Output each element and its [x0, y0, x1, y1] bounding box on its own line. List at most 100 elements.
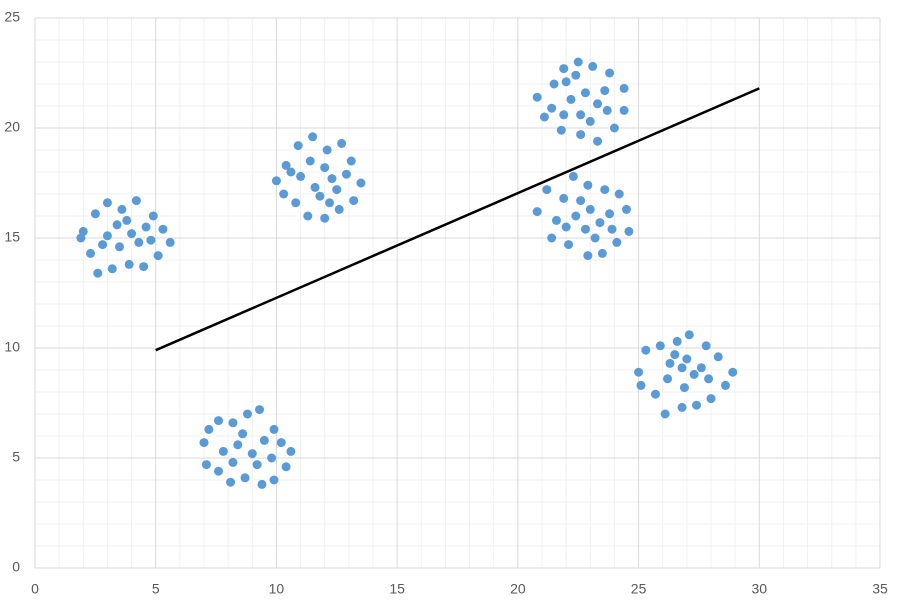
point [102, 198, 112, 208]
x-tick-label: 15 [389, 581, 405, 597]
point [337, 138, 347, 148]
point [566, 94, 576, 104]
point [124, 259, 134, 269]
point [585, 204, 595, 214]
point [131, 196, 141, 206]
point [692, 400, 702, 410]
point [556, 125, 566, 135]
point [286, 446, 296, 456]
point [213, 416, 223, 426]
point [568, 171, 578, 181]
point [213, 466, 223, 476]
point [593, 136, 603, 146]
point [660, 409, 670, 419]
point [90, 209, 100, 219]
point [576, 130, 586, 140]
point [269, 424, 279, 434]
point [542, 185, 552, 195]
point [559, 193, 569, 203]
point [636, 380, 646, 390]
point [689, 369, 699, 379]
point [102, 231, 112, 241]
point [255, 405, 265, 415]
y-tick-label: 0 [12, 559, 20, 575]
y-tick-label: 15 [4, 229, 20, 245]
point [276, 438, 286, 448]
point [532, 207, 542, 217]
point [561, 77, 571, 87]
point [117, 204, 127, 214]
point [701, 341, 711, 351]
point [204, 424, 214, 434]
point [127, 229, 137, 239]
point [252, 460, 262, 470]
point [334, 204, 344, 214]
point [561, 222, 571, 232]
x-tick-label: 10 [269, 581, 285, 597]
point [641, 345, 651, 355]
point [267, 453, 277, 463]
x-tick-label: 35 [872, 581, 888, 597]
point [226, 477, 236, 487]
point [583, 180, 593, 190]
point [704, 374, 714, 384]
x-tick-label: 25 [631, 581, 647, 597]
y-tick-label: 20 [4, 119, 20, 135]
point [580, 224, 590, 234]
point [320, 163, 330, 173]
point [696, 363, 706, 373]
point [559, 64, 569, 74]
point [551, 215, 561, 225]
point [573, 57, 583, 67]
point [356, 178, 366, 188]
point [677, 402, 687, 412]
point [622, 204, 631, 214]
point [158, 224, 168, 234]
point [257, 479, 267, 489]
point [247, 449, 257, 459]
point [655, 341, 665, 351]
point [303, 211, 313, 221]
point [218, 446, 228, 456]
y-tick-label: 25 [4, 9, 20, 25]
point [148, 211, 158, 221]
point [139, 262, 149, 272]
point [600, 86, 610, 96]
point [634, 367, 644, 377]
point [141, 222, 151, 232]
point [315, 191, 325, 201]
point [663, 374, 673, 384]
point [281, 160, 291, 170]
point [605, 68, 615, 78]
point [583, 251, 593, 261]
point [269, 475, 279, 485]
point [679, 383, 689, 393]
point [228, 457, 238, 467]
x-tick-label: 20 [510, 581, 526, 597]
point [115, 242, 124, 252]
point [590, 233, 600, 243]
point [609, 123, 619, 133]
x-tick-label: 5 [152, 581, 160, 597]
point [296, 171, 306, 181]
point [76, 233, 86, 243]
point [341, 169, 351, 179]
point [322, 145, 332, 155]
point [293, 141, 303, 151]
point [580, 88, 590, 98]
point [308, 132, 318, 142]
point [86, 248, 96, 258]
line [155, 87, 760, 352]
point [279, 189, 289, 199]
point [332, 185, 342, 195]
point [547, 103, 557, 113]
point [619, 105, 629, 115]
point [325, 198, 335, 208]
point [605, 209, 615, 219]
point [614, 189, 624, 199]
point [595, 218, 605, 228]
point [346, 156, 356, 166]
point [597, 248, 607, 258]
